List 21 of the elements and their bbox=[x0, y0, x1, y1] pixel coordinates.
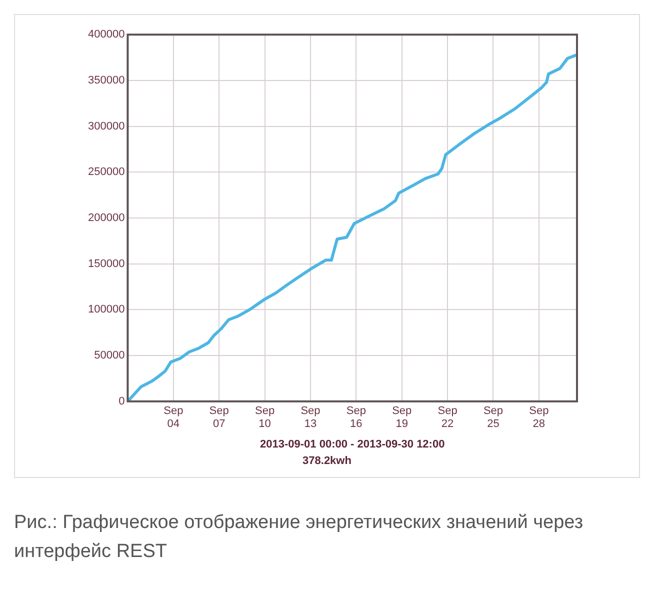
x-tick-label: Sep 16 bbox=[346, 405, 366, 430]
x-tick-label: Sep 25 bbox=[483, 405, 504, 430]
x-tick-label: Sep 22 bbox=[438, 405, 458, 430]
y-tick-label: 250000 bbox=[88, 166, 125, 178]
x-tick-label: Sep 04 bbox=[164, 405, 184, 430]
x-tick-label: Sep 07 bbox=[209, 405, 229, 430]
y-tick-label: 100000 bbox=[88, 304, 125, 316]
y-tick-label: 200000 bbox=[88, 212, 125, 224]
text: 378.2kwh bbox=[302, 455, 352, 467]
x-tick-label: Sep 28 bbox=[529, 405, 549, 430]
y-tick-label: 350000 bbox=[88, 74, 125, 86]
text: Рис.: Графическое отображение энергетических значений через интерфейс REST bbox=[14, 511, 584, 564]
y-tick-label: 300000 bbox=[88, 120, 125, 132]
x-tick-label: Sep 10 bbox=[254, 405, 275, 430]
y-tick-label: 400000 bbox=[88, 28, 125, 41]
y-tick-label: 50000 bbox=[94, 350, 125, 362]
y-tick-label: 150000 bbox=[88, 258, 125, 270]
x-axis-title: 2013-09-01 00:00 - 2013-09-30 12:00 bbox=[260, 438, 445, 450]
y-tick-label: 0 bbox=[118, 395, 125, 408]
x-tick-label: Sep 13 bbox=[300, 405, 320, 430]
x-tick-label: Sep 19 bbox=[392, 405, 412, 430]
